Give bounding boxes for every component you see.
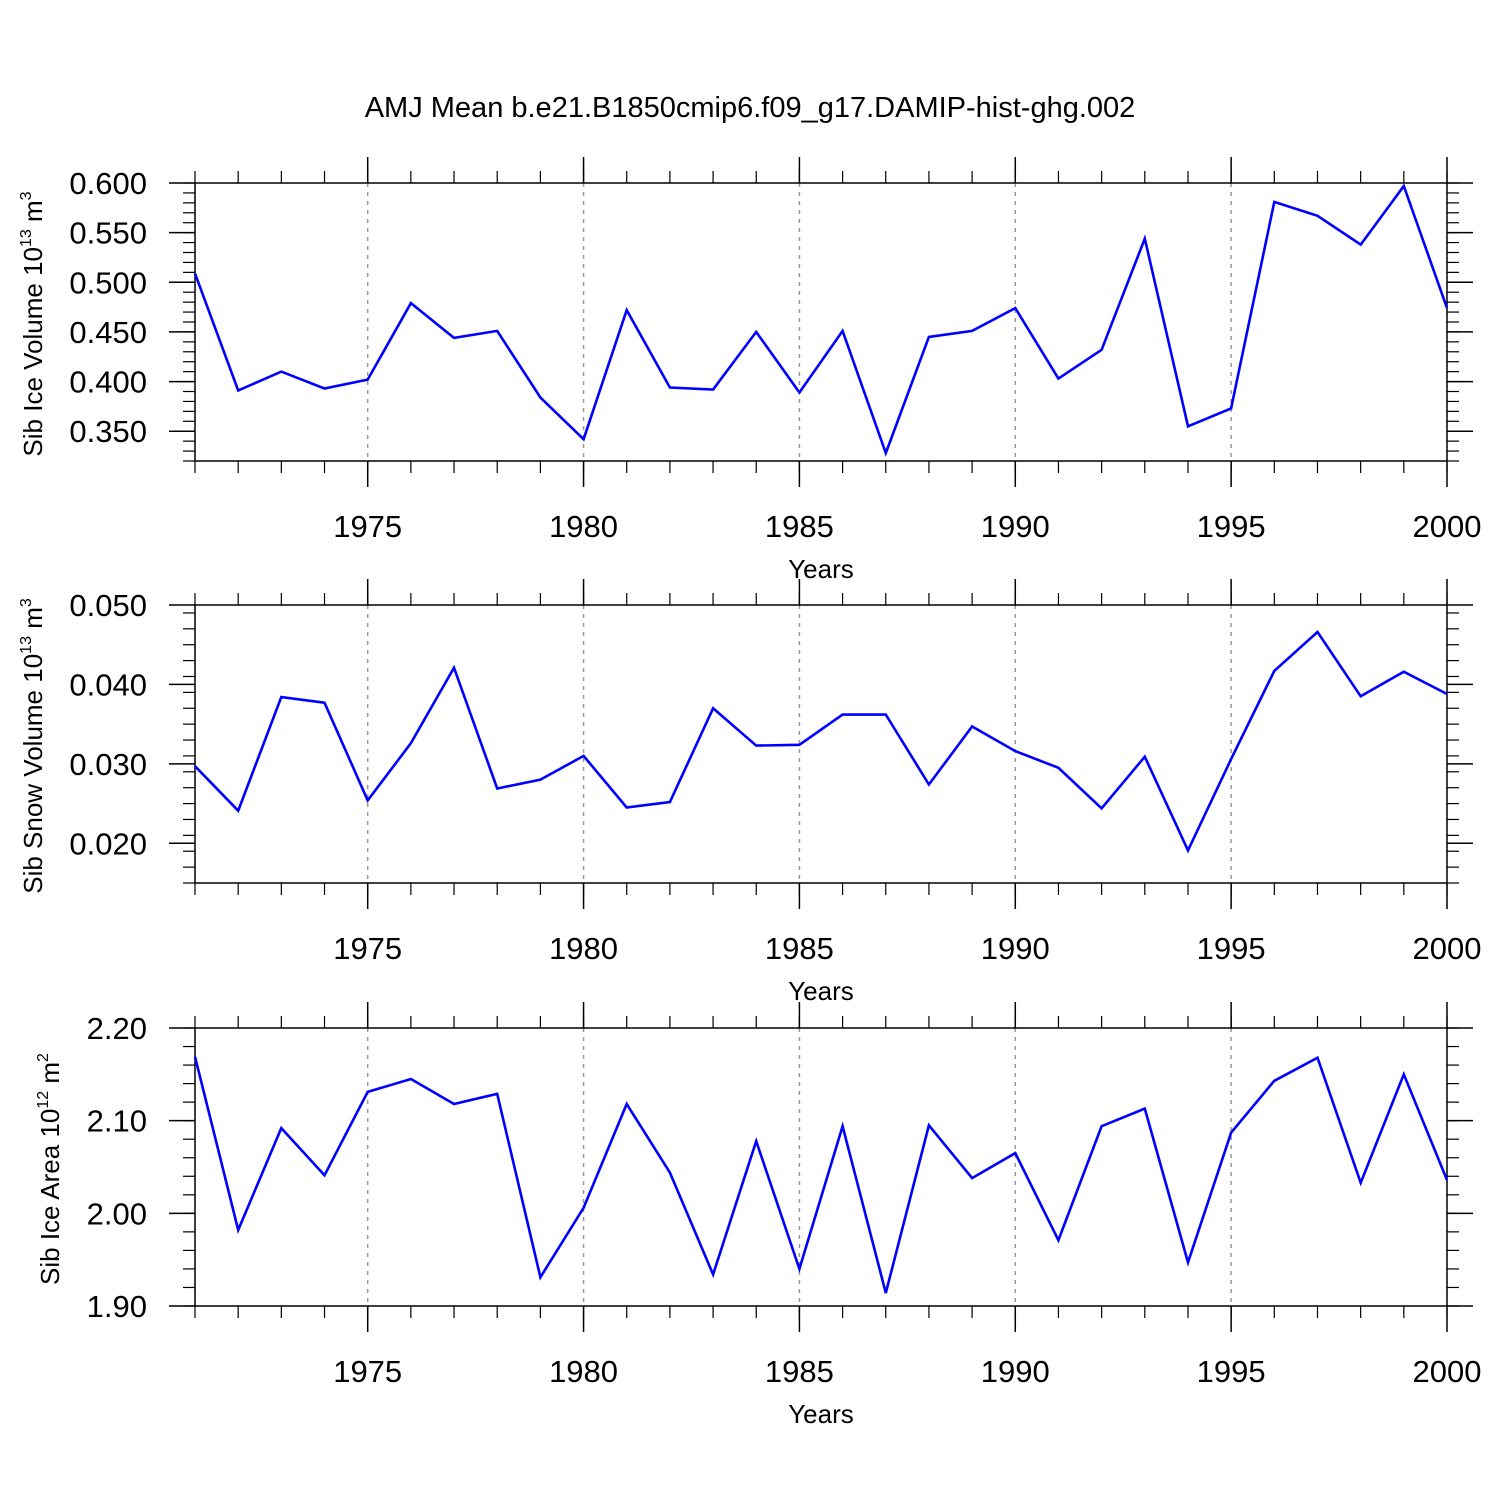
y-axis-label-text: m (18, 607, 48, 636)
x-tick-label: 1980 (549, 1354, 618, 1389)
y-tick-label: 2.20 (87, 1011, 147, 1046)
y-tick-label: 0.400 (69, 365, 147, 400)
x-tick-label: 2000 (1413, 931, 1482, 966)
y-tick-label: 0.350 (69, 414, 147, 449)
x-tick-label: 1975 (333, 1354, 402, 1389)
y-axis-label-superscript: 2 (35, 1053, 52, 1062)
y-tick-label: 0.600 (69, 166, 147, 201)
y-axis-label-superscript: 3 (18, 598, 35, 607)
y-axis-label: Sib Ice Volume 1013 m3 (18, 191, 48, 456)
x-tick-label: 1975 (333, 509, 402, 544)
y-tick-label: 0.040 (69, 667, 147, 702)
x-tick-label: 1980 (549, 931, 618, 966)
panel-3: 1.90 2.00 2.10 2.20 1975 1980 1985 1990 1995 2000… (35, 1002, 1481, 1429)
y-tick-label: 0.020 (69, 826, 147, 861)
x-tick-label: 1990 (981, 1354, 1050, 1389)
y-axis-label-text: Sib Snow Volume 10 (18, 654, 48, 894)
plot-frame (194, 604, 1448, 884)
y-tick-label: 2.10 (87, 1104, 147, 1139)
y-axis-label-text: Sib Ice Volume 10 (18, 247, 48, 457)
data-series-line (193, 1055, 1449, 1294)
x-tick-label: 1985 (765, 1354, 834, 1389)
y-tick-label: 0.450 (69, 315, 147, 350)
y-axis-label-text: m (18, 200, 48, 229)
y-tick-label: 0.050 (69, 588, 147, 623)
x-tick-label: 2000 (1413, 1354, 1482, 1389)
y-tick-label: 1.90 (87, 1289, 147, 1324)
x-tick-label: 1995 (1197, 509, 1266, 544)
y-axis-label: Sib Ice Area 1012 m2 (35, 1053, 65, 1285)
y-axis-label-text: m (35, 1062, 65, 1091)
y-axis-label: Sib Snow Volume 1013 m3 (18, 598, 48, 894)
panel-2: 0.020 0.030 0.040 0.050 1975 1980 1985 1990 1995… (18, 579, 1481, 1006)
data-series-line (193, 183, 1449, 457)
y-tick-label: 0.500 (69, 265, 147, 300)
y-axis-label-superscript: 13 (18, 636, 35, 654)
x-tick-label: 1985 (765, 509, 834, 544)
y-axis-label-superscript: 12 (35, 1091, 52, 1109)
x-tick-label: 1985 (765, 931, 834, 966)
x-tick-label: 1975 (333, 931, 402, 966)
x-tick-label: 1990 (981, 509, 1050, 544)
x-tick-label: 1980 (549, 509, 618, 544)
x-axis-label: Years (788, 1399, 854, 1429)
x-axis-label: Years (788, 976, 854, 1006)
figure-title: AMJ Mean b.e21.B1850cmip6.f09_g17.DAMIP-… (364, 92, 1136, 124)
y-axis-label-text: Sib Ice Area 10 (35, 1109, 65, 1285)
x-tick-label: 2000 (1413, 509, 1482, 544)
panel-1: 0.350 0.400 0.450 0.500 0.550 0.600 1975 1980 19… (18, 157, 1481, 584)
plot-frame (194, 182, 1448, 462)
y-axis-label-superscript: 13 (18, 229, 35, 247)
x-tick-label: 1995 (1197, 1354, 1266, 1389)
data-series-line (194, 630, 1448, 854)
y-tick-label: 0.030 (69, 747, 147, 782)
plot-frame (194, 1027, 1448, 1307)
x-tick-label: 1990 (981, 931, 1050, 966)
y-tick-label: 0.550 (69, 216, 147, 251)
y-tick-label: 2.00 (87, 1196, 147, 1231)
x-tick-label: 1995 (1197, 931, 1266, 966)
x-axis-label: Years (788, 554, 854, 584)
y-axis-label-superscript: 3 (18, 191, 35, 200)
